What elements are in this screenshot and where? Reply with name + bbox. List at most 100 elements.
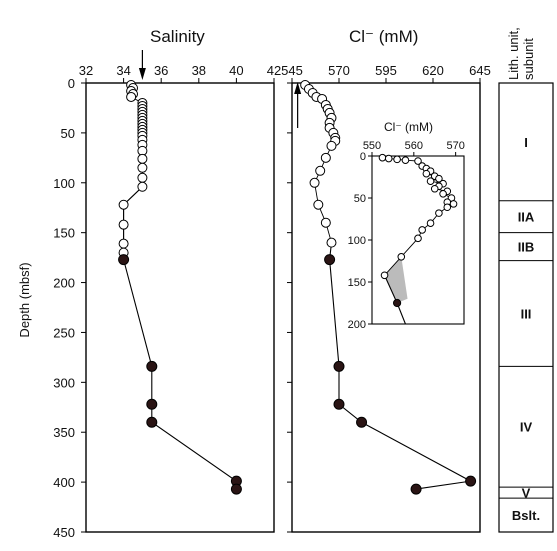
- data-point-open: [315, 165, 326, 176]
- depth-tick-label: 200: [53, 276, 75, 291]
- plot-frame: [85, 82, 275, 533]
- data-point-open: [426, 219, 435, 227]
- data-point-open: [326, 140, 337, 151]
- data-point-open: [426, 177, 435, 185]
- x-tick-label: 645: [469, 63, 491, 78]
- data-point-open: [422, 169, 431, 178]
- data-point-open: [435, 174, 443, 183]
- lith-unit-label: I: [524, 135, 528, 150]
- lith-unit-label: Bslt.: [512, 508, 540, 523]
- lith-column: Lith. unit, subunit I IIA IIB III IV V Bslt.: [498, 27, 554, 533]
- x-tick-label: 550: [363, 140, 381, 152]
- data-point-open: [397, 252, 406, 261]
- lith-frame: [498, 82, 554, 533]
- chloride-arrow-head: [294, 82, 302, 94]
- data-point-filled: [230, 483, 242, 495]
- lith-unit-label: IV: [520, 420, 533, 435]
- data-point-filled: [410, 483, 422, 495]
- lith-unit-label: IIA: [518, 210, 535, 225]
- y-tick-label: 200: [348, 319, 366, 331]
- depth-tick-label: 50: [61, 126, 75, 141]
- depth-tick-label: 350: [53, 425, 75, 440]
- inset-title: Cl⁻ (mM): [384, 120, 433, 134]
- salinity-panel: Salinity 32 34 36 38 40 42: [79, 27, 281, 533]
- data-point-filled: [356, 416, 368, 428]
- data-point-open: [126, 91, 137, 102]
- x-tick-label: 42: [267, 63, 281, 78]
- x-tick-label: 570: [446, 140, 464, 152]
- data-point-filled: [333, 398, 345, 410]
- lith-header-line-1: Lith. unit,: [506, 27, 521, 80]
- data-point-filled: [392, 298, 402, 308]
- data-point-open: [118, 238, 129, 249]
- y-tick-label: 100: [348, 235, 366, 247]
- data-point-open: [137, 181, 148, 192]
- data-point-filled: [146, 416, 158, 428]
- x-tick-label: 40: [229, 63, 243, 78]
- data-point-open: [435, 209, 443, 217]
- data-point-open: [378, 153, 387, 162]
- depth-tick-label: 250: [53, 325, 75, 340]
- data-point-open: [309, 177, 320, 188]
- profile-line: [123, 186, 237, 490]
- salinity-title: Salinity: [150, 27, 205, 46]
- data-point-open: [414, 234, 422, 243]
- data-point-open: [137, 153, 148, 164]
- data-point-open: [137, 162, 148, 173]
- chloride-panel: Cl⁻ (mM) 545 570 595 620 645: [281, 27, 491, 533]
- data-point-filled: [465, 475, 477, 487]
- x-tick-label: 595: [375, 63, 397, 78]
- data-point-open: [414, 157, 422, 165]
- y-axis-label-group: Depth (mbsf): [17, 262, 32, 337]
- depth-tick-label: 400: [53, 475, 75, 490]
- depth-tick-label: 150: [53, 226, 75, 241]
- data-point-open: [118, 219, 129, 230]
- data-point-filled: [118, 254, 130, 266]
- data-point-open: [118, 199, 129, 210]
- data-point-open: [380, 271, 389, 280]
- x-tick-label: 620: [422, 63, 444, 78]
- chloride-inset: Cl⁻ (mM)550 560 570 0 50 100 150 200: [348, 120, 465, 331]
- data-point-open: [439, 190, 447, 198]
- data-point-filled: [146, 398, 158, 410]
- data-point-open: [443, 203, 452, 212]
- depth-tick-label: 300: [53, 375, 75, 390]
- data-point-open: [430, 184, 439, 193]
- y-tick-label: 50: [354, 193, 366, 205]
- y-tick-label: 150: [348, 277, 366, 289]
- lith-unit-label: V: [522, 486, 531, 501]
- y-tick-label: 0: [360, 151, 366, 163]
- depth-ticks: 0 50 100 150 200 250 300 350 400 450: [53, 76, 75, 540]
- x-tick-label: 38: [192, 63, 206, 78]
- data-point-open: [449, 200, 458, 208]
- lith-unit-label: III: [521, 306, 532, 321]
- x-tick-label: 34: [116, 63, 130, 78]
- lith-unit-label: IIB: [518, 240, 535, 255]
- data-point-open: [313, 199, 324, 210]
- data-point-filled: [333, 360, 345, 372]
- data-point-filled: [324, 254, 336, 266]
- x-tick-label: 32: [79, 63, 93, 78]
- data-point-open: [320, 152, 331, 163]
- data-point-open: [401, 156, 410, 164]
- x-tick-label: 545: [281, 63, 303, 78]
- data-point-open: [418, 226, 426, 234]
- x-tick-label: 36: [154, 63, 168, 78]
- chloride-title: Cl⁻ (mM): [349, 27, 418, 46]
- shaded-region: [384, 256, 408, 303]
- salinity-arrow-head: [138, 68, 146, 80]
- data-point-open: [326, 237, 337, 248]
- depth-tick-label: 0: [68, 76, 75, 91]
- x-tick-label: 570: [328, 63, 350, 78]
- depth-tick-label: 100: [53, 176, 75, 191]
- x-tick-label: 560: [405, 140, 423, 152]
- data-point-filled: [146, 360, 158, 372]
- data-point-open: [384, 154, 393, 163]
- depth-tick-label: 450: [53, 525, 75, 540]
- data-point-open: [320, 217, 331, 228]
- y-axis-label: Depth (mbsf): [17, 262, 32, 337]
- data-point-open: [137, 172, 148, 183]
- lith-header-line-2: subunit: [521, 38, 536, 80]
- data-point-open: [393, 155, 401, 164]
